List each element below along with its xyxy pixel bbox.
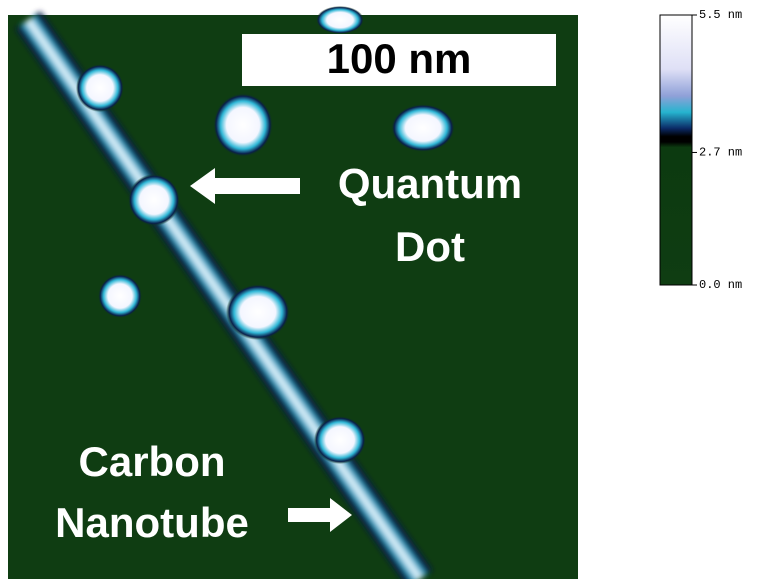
scale-bar-label: 100 nm	[327, 35, 472, 82]
tick-label: 5.5 nm	[699, 8, 742, 22]
annotation: Dot	[395, 223, 465, 270]
annotation: Nanotube	[55, 499, 249, 546]
tick-label: 0.0 nm	[699, 278, 742, 292]
colorbar: 5.5 nm 2.7 nm 0.0 nm	[660, 8, 742, 292]
page: 100 nm Quantum Dot Carbon Nanotube 5.5 n…	[0, 0, 771, 579]
annotation: Quantum	[338, 160, 522, 207]
colorbar-scale	[660, 15, 692, 285]
tick-label: 2.7 nm	[699, 146, 742, 160]
afm-image: 100 nm Quantum Dot Carbon Nanotube	[8, 6, 578, 579]
annotation: Carbon	[79, 438, 226, 485]
